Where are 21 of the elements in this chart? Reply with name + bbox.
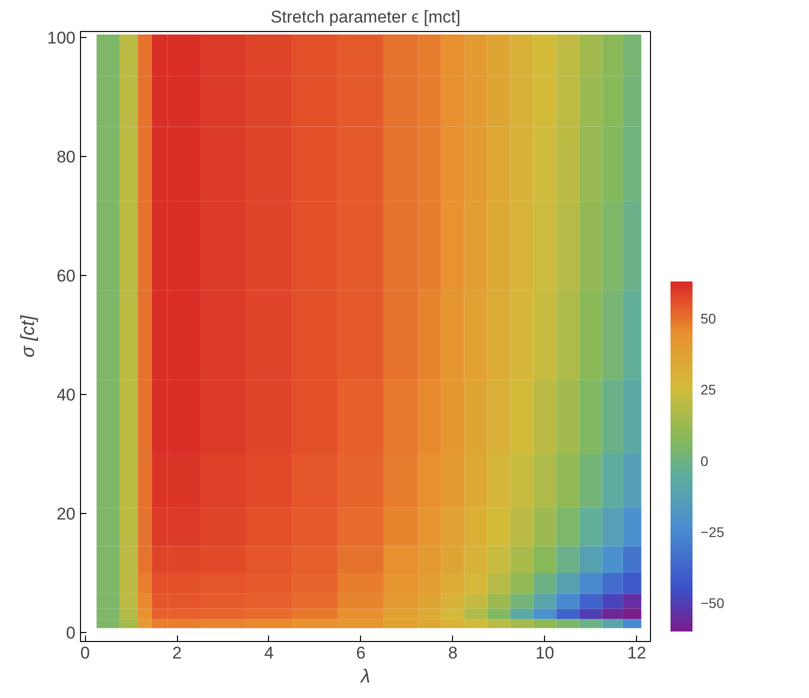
color-bar-label: 0: [700, 452, 708, 469]
x-tick-label: 0: [80, 644, 90, 662]
y-tick-label: 100: [47, 28, 76, 48]
x-tick-label: 10: [535, 644, 554, 662]
chart-title: Stretch parameter ϵ [mct]: [270, 8, 460, 26]
y-tick-label: 0: [66, 624, 76, 643]
y-tick-label: 80: [56, 147, 76, 166]
y-tick-label: 20: [56, 504, 76, 524]
y-axis-title: σ [ct]: [18, 314, 40, 358]
x-tick-label: 8: [448, 644, 458, 662]
y-tick-label: 60: [56, 266, 76, 286]
x-tick-label: 2: [172, 644, 182, 662]
x-tick-label: 4: [264, 644, 274, 662]
x-tick-label: 12: [627, 644, 646, 662]
x-axis-title: λ: [360, 666, 370, 688]
color-bar-label: 25: [700, 382, 716, 398]
color-bar-label: −25: [700, 524, 724, 540]
y-tick-label: 40: [56, 386, 76, 405]
x-tick-label: 6: [356, 644, 366, 662]
color-bar-label: −50: [700, 595, 724, 612]
color-bar-label: 50: [700, 310, 716, 326]
